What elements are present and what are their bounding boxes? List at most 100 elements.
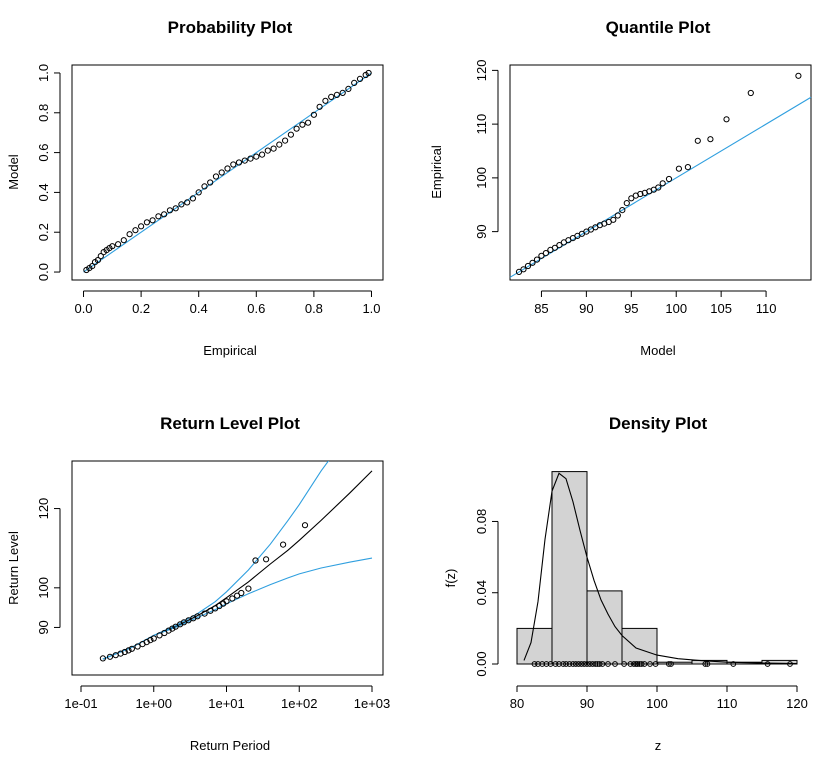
rug-point	[539, 661, 546, 667]
data-point	[201, 183, 208, 190]
plot-frame	[509, 64, 812, 281]
histogram-bar	[621, 627, 658, 665]
data-point	[533, 256, 541, 263]
x-tick-label: 1e-01	[64, 696, 97, 711]
x-tick-label: 90	[579, 301, 593, 316]
histogram-bar	[656, 661, 693, 665]
rug-point	[702, 661, 709, 667]
data-point	[747, 89, 754, 97]
data-point	[241, 157, 248, 164]
data-point	[178, 201, 185, 208]
data-point	[339, 89, 346, 97]
data-point	[125, 647, 132, 654]
data-point	[99, 655, 107, 662]
rug-point	[570, 661, 576, 667]
x-tick-label: 110	[756, 301, 777, 316]
data-point	[270, 145, 277, 152]
data-point	[619, 207, 626, 214]
chart-title: Return Level Plot	[160, 414, 300, 433]
data-point	[97, 253, 104, 260]
data-point	[247, 155, 254, 162]
data-point	[223, 598, 230, 605]
x-tick-label: 100	[665, 301, 687, 316]
chart-marks: 0.0 0.2 0.4 0.6 0.8 1.0 0.0 0.2 0.4 0.6 0.8 1.0 85 90…	[36, 60, 812, 711]
rug-point	[596, 661, 603, 667]
data-point	[538, 252, 545, 259]
data-point	[259, 151, 266, 158]
data-point	[707, 136, 714, 143]
x-tick-label: 95	[624, 301, 638, 316]
y-tick-label: 0.8	[36, 104, 51, 122]
y-axis-label: Model	[6, 154, 21, 190]
data-point	[328, 93, 335, 101]
rug-point	[641, 661, 648, 667]
rug-point	[627, 661, 634, 667]
rug-point	[605, 661, 611, 667]
rug-point	[560, 661, 567, 667]
density-curve	[523, 472, 798, 665]
data-point	[184, 199, 191, 206]
data-point	[665, 175, 673, 183]
data-point	[628, 195, 635, 202]
data-point	[149, 217, 156, 224]
rug-point	[621, 661, 627, 667]
x-axis-label: z	[655, 738, 662, 753]
panel-density: Density Plot z f(z)	[443, 414, 707, 753]
rug-point	[552, 661, 559, 667]
y-tick-label: 120	[36, 498, 51, 520]
x-tick-label: 1e+01	[208, 696, 245, 711]
rug-point	[652, 661, 659, 667]
data-point	[229, 595, 236, 602]
data-point	[316, 103, 323, 110]
rug-point	[586, 661, 593, 667]
y-tick-label: 0.2	[36, 223, 51, 241]
rug-point	[578, 661, 585, 667]
histogram-bar	[516, 627, 553, 665]
y-tick-label: 120	[474, 60, 489, 82]
data-point	[310, 111, 317, 118]
rug-point	[566, 661, 573, 667]
data-point	[723, 116, 730, 123]
data-point	[207, 179, 214, 186]
return-level-series	[99, 461, 373, 662]
rug-point	[631, 661, 637, 667]
data-point	[166, 207, 173, 214]
data-point	[224, 165, 231, 172]
rug-point	[575, 661, 582, 667]
data-point	[126, 231, 133, 238]
y-tick-label: 0.6	[36, 144, 51, 162]
data-point	[230, 161, 237, 168]
data-point	[556, 242, 563, 249]
data-point	[623, 200, 630, 207]
histogram-bar	[761, 659, 798, 665]
x-tick-label: 0.4	[190, 301, 208, 316]
y-tick-label: 100	[474, 167, 489, 189]
rug-point	[638, 661, 645, 667]
y-tick-label: 90	[474, 224, 489, 238]
data-point	[155, 213, 162, 220]
histogram-bar	[551, 471, 588, 665]
rug-point	[668, 661, 674, 667]
rug-point	[634, 661, 641, 667]
rug-point	[535, 661, 541, 667]
data-point	[161, 211, 168, 218]
data-point	[212, 173, 220, 180]
x-tick-label: 80	[510, 696, 524, 711]
data-point	[172, 205, 179, 212]
x-tick-label: 85	[534, 301, 548, 316]
data-point	[235, 159, 243, 166]
x-tick-label: 120	[786, 696, 808, 711]
x-tick-label: 100	[646, 696, 668, 711]
data-point	[201, 610, 208, 617]
data-point	[150, 635, 157, 642]
rug-point	[556, 661, 562, 667]
data-point	[524, 262, 532, 270]
panel-probability: Probability Plot Empirical Model	[6, 18, 293, 358]
y-tick-label: 0.08	[474, 509, 489, 534]
data-point	[655, 184, 662, 191]
data-point	[195, 189, 202, 196]
data-point	[147, 637, 154, 644]
x-axis-label: Model	[640, 343, 676, 358]
data-point	[134, 643, 141, 650]
